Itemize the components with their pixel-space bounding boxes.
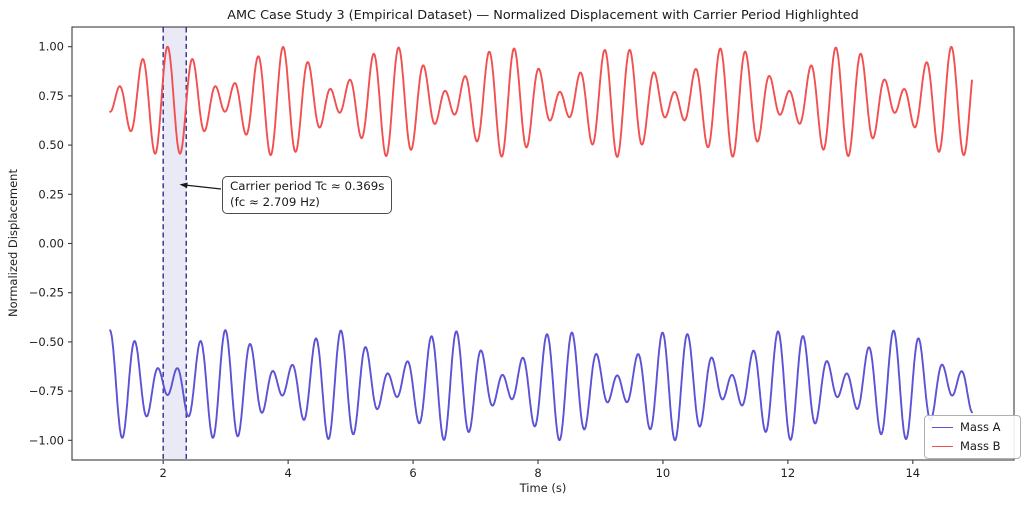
- series-line-mass-a: [109, 329, 973, 442]
- annotation-arrow-line: [183, 184, 222, 190]
- legend-label-mass-b: Mass B: [960, 439, 1001, 453]
- mass-a-line-swatch: [932, 426, 953, 428]
- plot-area-group: 2 4 6 8 10 12 14 1.00 0.75 0.50 0.25 0.00 −0.25 −0.50…: [29, 26, 1015, 480]
- x-tick-label: 6: [409, 466, 416, 480]
- x-axis-label: Time (s): [519, 481, 567, 495]
- x-tick-label: 10: [656, 466, 671, 480]
- x-tick-label: 12: [781, 466, 796, 480]
- y-tick-label: −0.25: [29, 286, 64, 300]
- carrier-period-annotation: Carrier period Tc ≈ 0.369s (fc ≈ 2.709 H…: [222, 176, 393, 215]
- annotation-line-2: (fc ≈ 2.709 Hz): [230, 194, 320, 209]
- y-tick-label: 1.00: [38, 40, 64, 54]
- y-tick-label: 0.00: [38, 237, 64, 251]
- y-tick-label: 0.50: [38, 138, 64, 152]
- x-tick-label: 4: [284, 466, 291, 480]
- y-tick-label: −0.50: [29, 335, 64, 349]
- legend-label-mass-a: Mass A: [960, 420, 1001, 434]
- mass-b-line-swatch: [932, 445, 953, 447]
- x-tick-label: 2: [160, 466, 167, 480]
- y-tick-label: 0.25: [38, 187, 64, 201]
- x-tick-label: 14: [905, 466, 920, 480]
- legend-item-mass-a: Mass A: [932, 420, 1014, 434]
- y-tick-label: 0.75: [38, 89, 64, 103]
- y-tick-label: −1.00: [29, 433, 64, 447]
- annotation-arrowhead-icon: [179, 182, 188, 189]
- annotation-line-1: Carrier period Tc ≈ 0.369s: [230, 179, 385, 193]
- y-axis-label: Normalized Displacement: [6, 169, 20, 317]
- chart-title: AMC Case Study 3 (Empirical Dataset) — N…: [227, 8, 858, 23]
- legend: Mass A Mass B: [924, 415, 1021, 459]
- series-line-mass-b: [109, 45, 973, 158]
- carrier-period-band: [163, 27, 187, 460]
- y-tick-label: −0.75: [29, 384, 64, 398]
- legend-item-mass-b: Mass B: [932, 439, 1014, 453]
- x-tick-label: 8: [534, 466, 541, 480]
